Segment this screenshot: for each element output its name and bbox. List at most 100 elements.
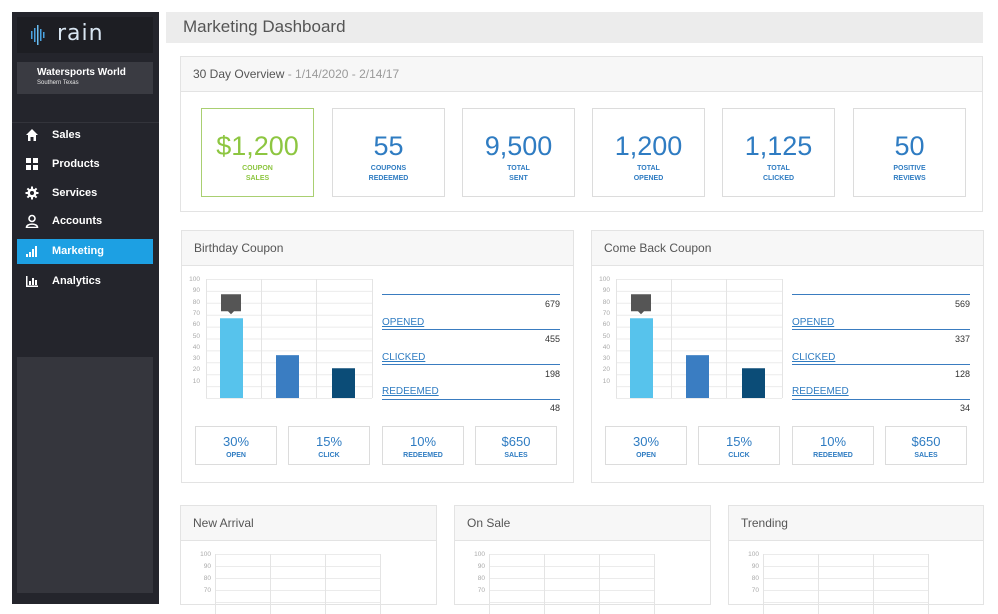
mini-chart-grid	[215, 554, 381, 614]
metric-value-redeemed: 48	[549, 403, 560, 413]
y-tick-label: 10	[602, 377, 610, 385]
metric-value-clicked: 128	[954, 369, 970, 379]
home-icon	[26, 129, 38, 141]
date-range: - 1/14/2020 - 2/14/17	[287, 67, 400, 81]
panel-header: On Sale	[455, 506, 710, 541]
stat-label-line1: POSITIVE	[893, 165, 926, 172]
y-tick-label: 30	[192, 355, 200, 363]
nav-label: Sales	[52, 129, 81, 141]
stat-label-line1: TOTAL	[637, 165, 660, 172]
metric-box-click[interactable]: 15% CLICK	[698, 426, 780, 465]
stat-label: COUPON SALES	[202, 164, 313, 184]
coupon-title: Come Back Coupon	[604, 241, 712, 255]
y-tick-label: 40	[192, 343, 200, 351]
stat-label: TOTAL SENT	[463, 164, 574, 184]
stat-label-line2: SALES	[245, 175, 270, 182]
y-tick-label: 70	[192, 309, 200, 317]
metric-value-opened: 455	[544, 334, 560, 344]
org-selector[interactable]: Watersports World Southern Texas	[17, 62, 153, 94]
stat-positive-reviews[interactable]: 50 POSITIVE REVIEWS	[853, 108, 966, 197]
overview-title-text: 30 Day Overview	[193, 67, 285, 81]
metric-box-sales[interactable]: $650 SALES	[475, 426, 557, 465]
y-tick-label: 70	[203, 587, 211, 594]
stat-label: COUPONS REDEEMED	[333, 164, 444, 184]
stat-total-sent[interactable]: 9,500 TOTAL SENT	[462, 108, 575, 197]
nav-item-analytics[interactable]: Analytics	[17, 269, 153, 294]
metric-label-clicked[interactable]: CLICKED	[382, 352, 426, 363]
nav-item-sales[interactable]: Sales	[17, 123, 153, 148]
y-tick-label: 100	[189, 276, 200, 283]
metric-box-value: 15%	[315, 434, 343, 449]
logo[interactable]: rain	[17, 17, 153, 53]
y-tick-label: 80	[602, 298, 610, 306]
metric-box-value: 30%	[632, 434, 660, 449]
coupon-header: Come Back Coupon	[592, 231, 983, 266]
bar-marker-flag	[631, 294, 651, 315]
metric-label-opened[interactable]: OPENED	[382, 317, 425, 328]
metric-label-clicked[interactable]: CLICKED	[792, 352, 836, 363]
y-tick-label: 100	[599, 276, 610, 283]
y-tick-label: 70	[602, 309, 610, 317]
metric-box-label: REDEEMED	[813, 452, 853, 459]
y-tick-label: 60	[192, 321, 200, 329]
org-name: Watersports World	[37, 67, 126, 78]
y-tick-label: 10	[192, 377, 200, 385]
user-icon	[25, 214, 39, 228]
metric-value-redeemed: 34	[959, 403, 970, 413]
metric-box-value: $650	[501, 434, 531, 449]
y-tick-label: 100	[200, 551, 211, 558]
metric-box-redeemed[interactable]: 10% REDEEMED	[792, 426, 874, 465]
y-tick-label: 90	[203, 563, 211, 570]
panel-on-sale: On Sale 100 90 80 70	[454, 505, 711, 614]
y-tick-label: 50	[192, 332, 200, 340]
metric-box-label: REDEEMED	[403, 452, 443, 459]
bar-marker-flag	[221, 294, 241, 315]
nav-item-products[interactable]: Products	[17, 152, 153, 177]
y-tick-label: 80	[192, 298, 200, 306]
metric-label-redeemed[interactable]: REDEEMED	[382, 386, 439, 397]
grid-icon	[26, 158, 38, 170]
metric-box-label: OPEN	[636, 452, 656, 459]
nav-item-services[interactable]: Services	[17, 181, 153, 206]
metric-value-sent: 679	[544, 299, 560, 309]
stat-coupon-sales[interactable]: $1,200 COUPON SALES	[201, 108, 314, 197]
nav-label: Accounts	[52, 215, 103, 227]
org-region: Southern Texas	[37, 80, 79, 86]
overview-header: 30 Day Overview - 1/14/2020 - 2/14/17	[181, 57, 982, 92]
stat-coupons-redeemed[interactable]: 55 COUPONS REDEEMED	[332, 108, 445, 197]
nav-item-marketing[interactable]: Marketing	[17, 239, 153, 264]
metric-box-sales[interactable]: $650 SALES	[885, 426, 967, 465]
metric-box-open[interactable]: 30% OPEN	[605, 426, 687, 465]
metric-value-sent: 569	[954, 299, 970, 309]
metric-divider	[382, 364, 560, 365]
y-tick-label: 100	[748, 551, 759, 558]
metric-box-value: 30%	[222, 434, 250, 449]
metric-value-opened: 337	[954, 334, 970, 344]
stat-total-opened[interactable]: 1,200 TOTAL OPENED	[592, 108, 705, 197]
y-tick-label: 80	[203, 575, 211, 582]
metric-box-value: 15%	[725, 434, 753, 449]
nav-label: Products	[52, 158, 100, 170]
stat-value: $1,200	[216, 131, 299, 161]
panel-header: New Arrival	[181, 506, 436, 541]
metric-box-open[interactable]: 30% OPEN	[195, 426, 277, 465]
y-tick-label: 70	[477, 587, 485, 594]
nav-item-accounts[interactable]: Accounts	[17, 209, 153, 234]
brand-name: rain	[57, 21, 104, 46]
metric-label-redeemed[interactable]: REDEEMED	[792, 386, 849, 397]
metric-box-redeemed[interactable]: 10% REDEEMED	[382, 426, 464, 465]
y-tick-label: 20	[192, 366, 200, 374]
y-tick-label: 60	[602, 321, 610, 329]
metric-box-value: 10%	[819, 434, 847, 449]
rain-logo-icon	[31, 25, 45, 45]
stat-label-line2: SENT	[509, 175, 528, 182]
metric-divider	[792, 399, 970, 400]
stat-total-clicked[interactable]: 1,125 TOTAL CLICKED	[722, 108, 835, 197]
stat-label: TOTAL CLICKED	[723, 164, 834, 184]
coupon-bar-chart	[206, 279, 373, 399]
mini-chart-grid	[763, 554, 929, 614]
stat-label-line2: REDEEMED	[368, 175, 409, 182]
metric-box-click[interactable]: 15% CLICK	[288, 426, 370, 465]
metric-box-label: SALES	[504, 452, 528, 459]
metric-label-opened[interactable]: OPENED	[792, 317, 835, 328]
